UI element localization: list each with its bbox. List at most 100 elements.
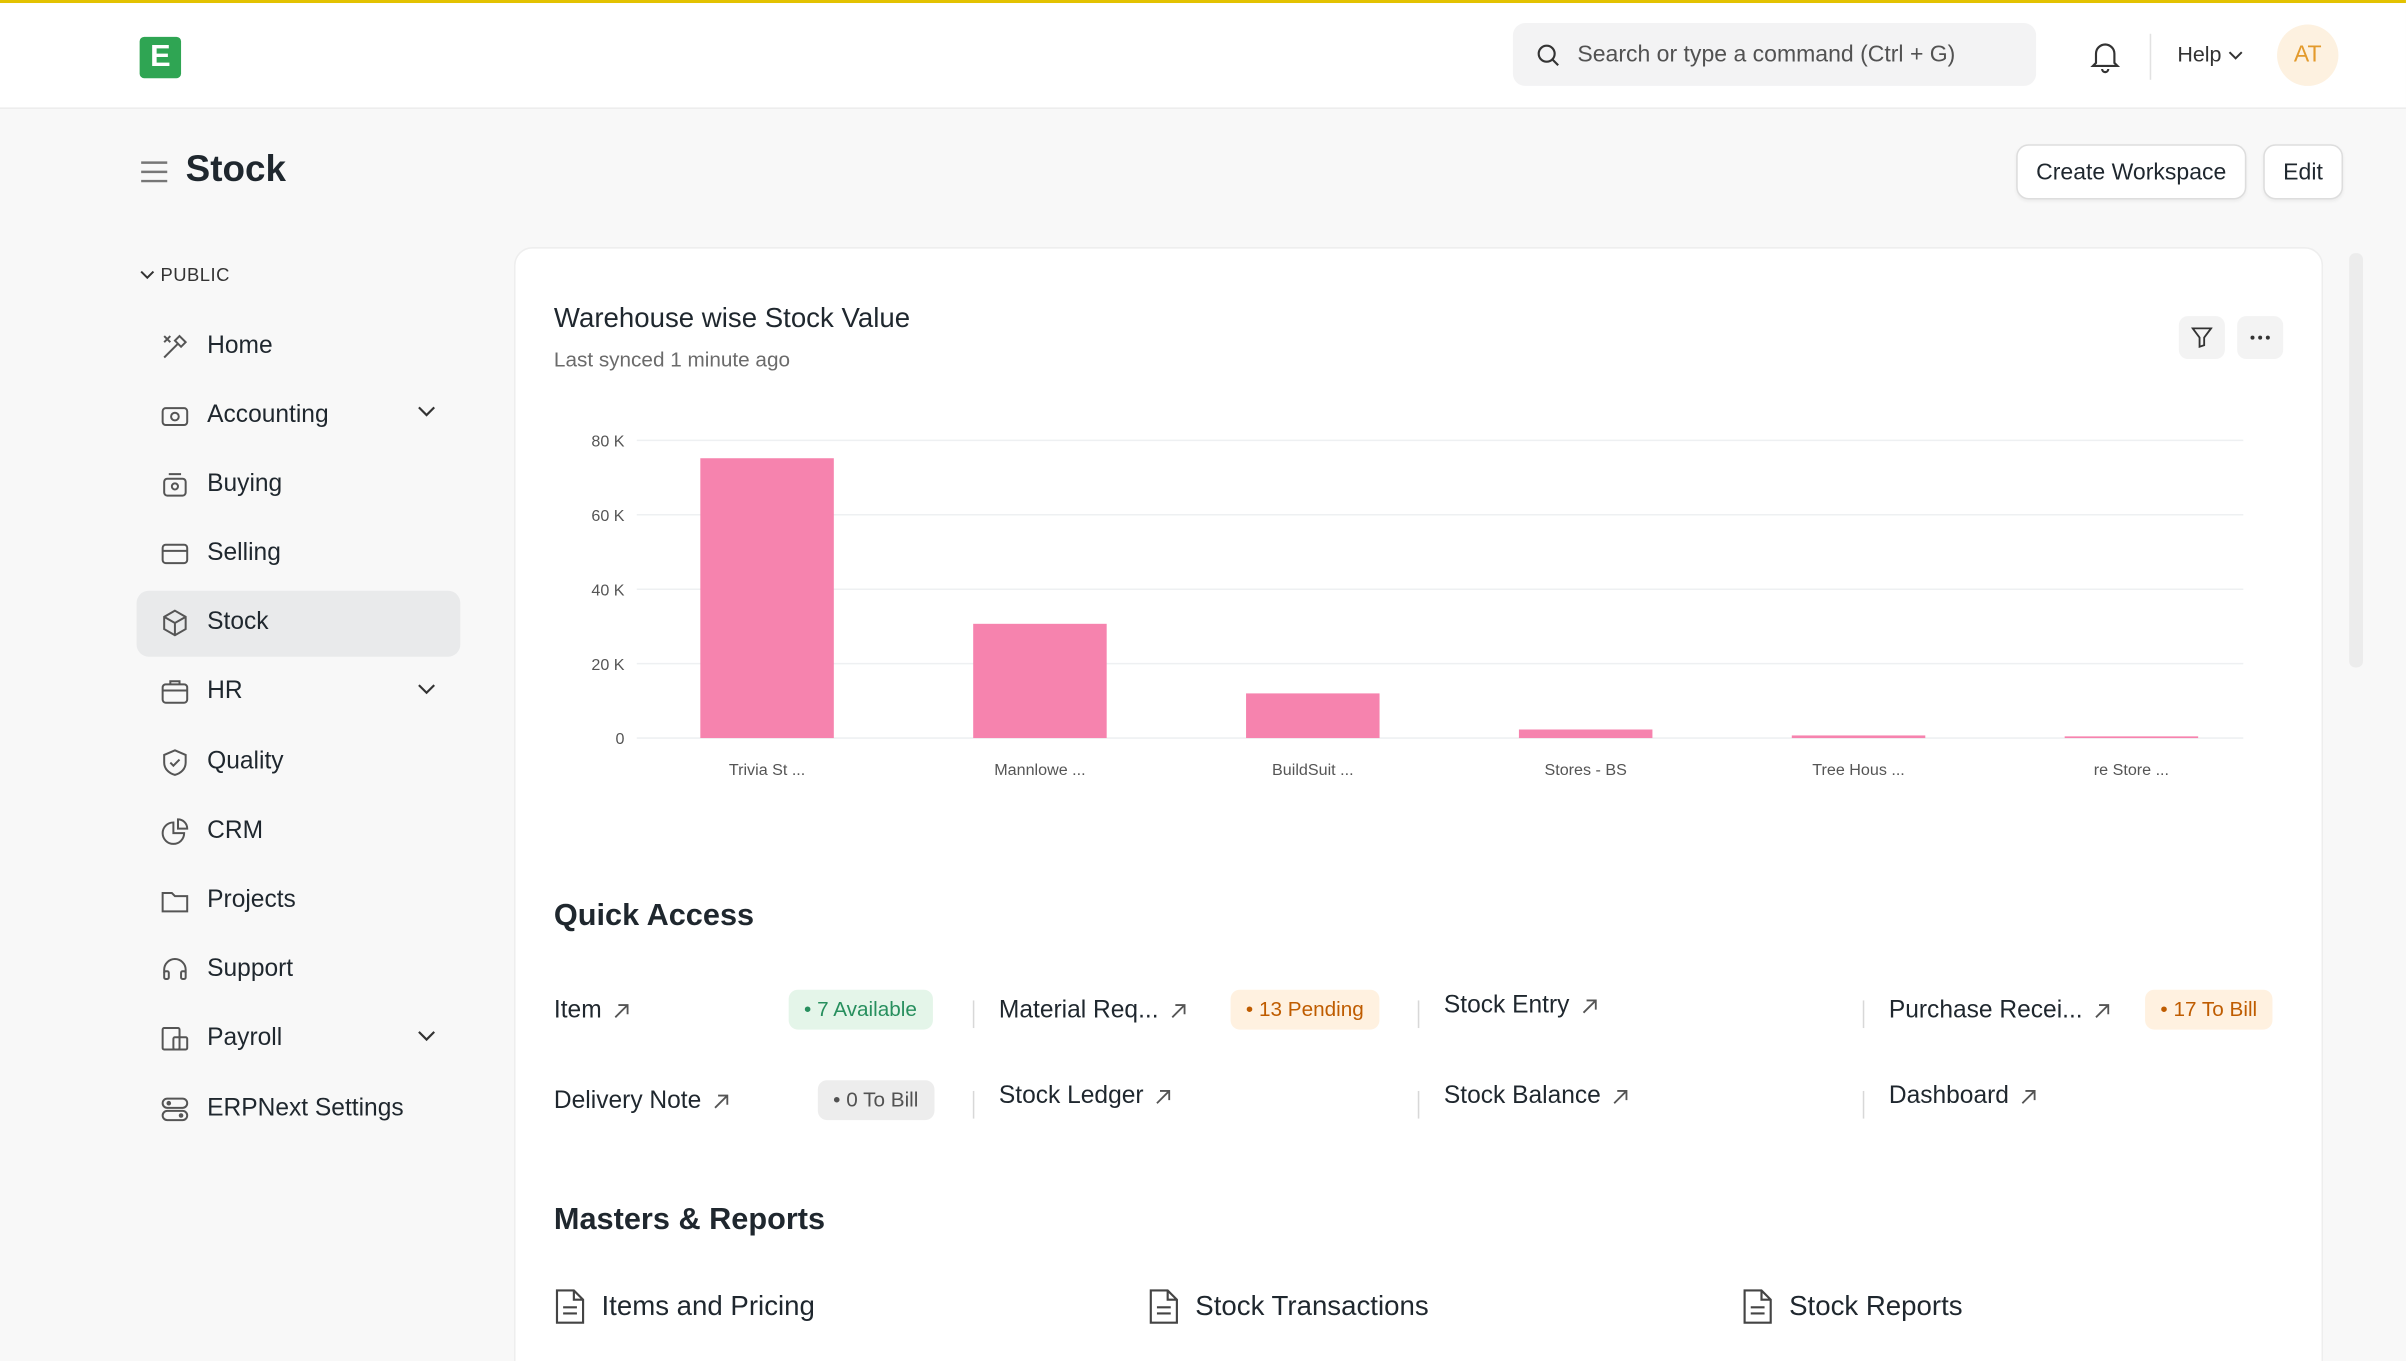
quick-access-purchase-recei[interactable]: Purchase Recei...: [1889, 997, 2110, 1025]
sidebar-item-buying[interactable]: Buying: [137, 452, 461, 518]
badge-text: 17 To Bill: [2173, 997, 2258, 1021]
quick-access-stock-entry[interactable]: Stock Entry: [1444, 993, 1597, 1021]
filter-button[interactable]: [2178, 316, 2225, 360]
help-label: Help: [2177, 41, 2222, 66]
top-accent-line: [0, 0, 2406, 4]
divider: [972, 1000, 975, 1029]
bar-5: [2064, 736, 2199, 739]
y-tick-label: 20 K: [591, 656, 624, 674]
arrow-up-right-icon: [1582, 999, 1597, 1014]
sidebar-item-label: Buying: [207, 470, 283, 497]
chevron-down-icon[interactable]: [417, 1029, 435, 1041]
stock-box-icon: [160, 608, 191, 639]
sidebar-item-erpnext-settings[interactable]: ERPNext Settings: [137, 1076, 461, 1142]
sidebar-item-selling[interactable]: Selling: [137, 521, 461, 587]
y-tick-label: 0: [616, 730, 625, 748]
create-workspace-button[interactable]: Create Workspace: [2016, 144, 2247, 200]
status-badge: • 17 To Bill: [2145, 989, 2273, 1030]
page-title: Stock: [185, 148, 286, 191]
dot-icon: •: [2160, 997, 2168, 1021]
accounting-icon: [160, 400, 191, 431]
y-tick-label: 40 K: [591, 581, 624, 599]
badge-text: 0 To Bill: [846, 1087, 919, 1111]
chevron-down-icon[interactable]: [417, 683, 435, 695]
badge-text: 13 Pending: [1258, 997, 1364, 1021]
shortcut-label: Stock Balance: [1443, 1083, 1601, 1110]
section-label: PUBLIC: [160, 263, 230, 286]
shortcut-label: Dashboard: [1888, 1083, 2009, 1110]
x-tick-label: re Store ...: [2094, 761, 2169, 779]
report-card-items-and-pricing[interactable]: Items and Pricing: [554, 1289, 815, 1324]
avatar[interactable]: AT: [2277, 24, 2339, 86]
hamburger-menu-icon[interactable]: [140, 160, 169, 185]
quick-access-stock-balance[interactable]: Stock Balance: [1444, 1083, 1629, 1111]
status-badge: • 0 To Bill: [817, 1080, 934, 1121]
quick-access-stock-ledger[interactable]: Stock Ledger: [999, 1083, 1171, 1111]
sidebar-item-support[interactable]: Support: [137, 937, 461, 1003]
sidebar-item-quality[interactable]: Quality: [137, 729, 461, 795]
shortcut-label: Stock Ledger: [998, 1083, 1144, 1110]
sidebar-item-label: ERPNext Settings: [207, 1094, 404, 1121]
bar-2: [1246, 693, 1380, 739]
quick-access-item[interactable]: Item: [554, 997, 629, 1025]
chevron-down-icon[interactable]: [417, 405, 435, 417]
sidebar-item-label: Selling: [207, 540, 281, 567]
sidebar-item-label: Accounting: [207, 401, 329, 428]
navbar: E Help AT: [0, 3, 2406, 109]
hr-icon: [160, 677, 191, 708]
arrow-up-right-icon: [1171, 1004, 1186, 1018]
dot-icon: •: [833, 1087, 841, 1111]
sidebar-item-label: Quality: [207, 748, 284, 775]
scrollbar[interactable]: [2349, 253, 2363, 668]
divider: [972, 1090, 975, 1119]
more-options-button[interactable]: [2237, 316, 2284, 360]
divider: [1417, 1000, 1420, 1029]
x-tick-label: BuildSuit ...: [1272, 761, 1353, 779]
help-dropdown[interactable]: Help: [2177, 41, 2242, 66]
search-input[interactable]: [1574, 39, 2026, 70]
report-card-stock-transactions[interactable]: Stock Transactions: [1148, 1289, 1429, 1324]
tools-icon: [160, 331, 191, 362]
document-icon: [555, 1289, 585, 1324]
arrow-up-right-icon: [714, 1094, 729, 1109]
arrow-up-right-icon: [1156, 1090, 1171, 1104]
sidebar: Home Accounting Buying Selling Stock HR Qualit…: [136, 313, 461, 1145]
shortcut-label: Material Req...: [998, 997, 1159, 1024]
arrow-up-right-icon: [2095, 1004, 2110, 1018]
chart-last-synced: Last synced 1 minute ago: [553, 348, 791, 372]
shortcut-label: Purchase Recei...: [1888, 997, 2083, 1024]
edit-button[interactable]: Edit: [2263, 144, 2343, 200]
filter-icon: [2191, 327, 2213, 349]
sidebar-item-accounting[interactable]: Accounting: [137, 382, 461, 448]
x-tick-label: Tree Hous ...: [1812, 761, 1905, 779]
quick-access-title: Quick Access: [553, 899, 755, 933]
quick-access-material-req[interactable]: Material Req...: [999, 997, 1186, 1025]
report-card-stock-reports[interactable]: Stock Reports: [1742, 1289, 1963, 1324]
sidebar-item-crm[interactable]: CRM: [137, 798, 461, 864]
arrow-up-right-icon: [2022, 1090, 2036, 1104]
sidebar-item-label: Home: [207, 332, 273, 359]
search-bar[interactable]: [1512, 23, 2037, 86]
document-icon: [1149, 1289, 1178, 1324]
sidebar-item-home[interactable]: Home: [137, 313, 461, 379]
sidebar-item-projects[interactable]: Projects: [137, 868, 461, 934]
sidebar-item-hr[interactable]: HR: [137, 660, 461, 726]
bar-1: [973, 623, 1107, 739]
divider: [2149, 33, 2152, 80]
arrow-up-right-icon: [614, 1004, 629, 1018]
chevron-down-icon: [140, 270, 155, 280]
x-tick-label: Trivia St ...: [729, 761, 805, 779]
document-icon: [1743, 1289, 1772, 1324]
divider: [1417, 1090, 1420, 1119]
more-icon: [2250, 335, 2270, 340]
sidebar-section-public[interactable]: PUBLIC: [140, 264, 230, 285]
sidebar-item-stock[interactable]: Stock: [136, 590, 461, 657]
erpnext-logo[interactable]: E: [139, 36, 182, 79]
sidebar-item-payroll[interactable]: Payroll: [137, 1006, 461, 1072]
bell-icon[interactable]: [2090, 40, 2121, 74]
badge-text: 7 Available: [817, 997, 917, 1021]
quick-access-delivery-note[interactable]: Delivery Note: [554, 1088, 729, 1116]
quick-access-dashboard[interactable]: Dashboard: [1889, 1083, 2037, 1111]
y-tick-label: 60 K: [591, 507, 624, 525]
crm-icon: [160, 816, 191, 847]
